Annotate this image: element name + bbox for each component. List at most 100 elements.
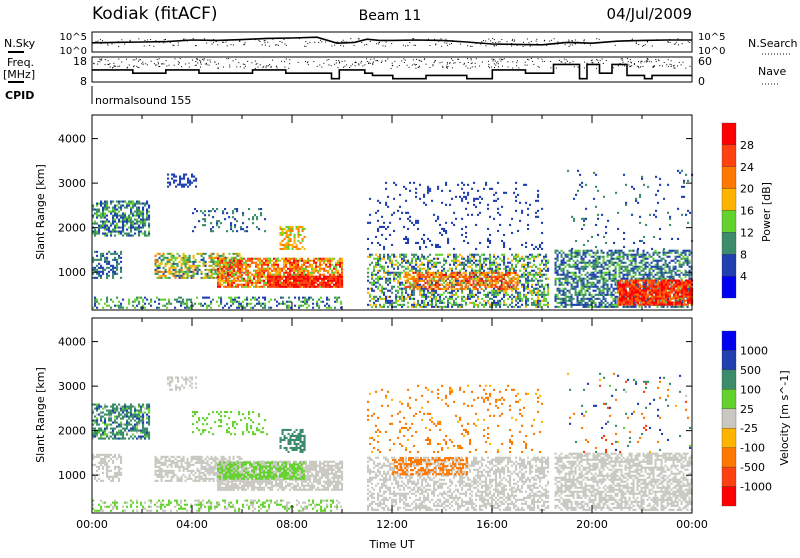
echo-cell <box>503 303 506 306</box>
echo-cell <box>479 255 482 258</box>
echo-cell <box>537 189 540 192</box>
echo-cell <box>533 247 536 250</box>
echo-cell <box>441 201 444 204</box>
echo-cell <box>216 208 219 211</box>
echo-cell <box>584 301 587 304</box>
echo-cell <box>239 271 242 274</box>
echo-cell <box>301 269 304 272</box>
echo-cell <box>303 263 306 266</box>
nsearch-dot <box>341 41 343 43</box>
echo-cell <box>179 179 182 182</box>
echo-cell <box>421 293 424 296</box>
echo-cell <box>309 277 312 280</box>
nave-dot <box>207 59 209 61</box>
echo-cell <box>249 275 252 278</box>
echo-cell <box>416 282 419 285</box>
echo-cell <box>283 237 286 240</box>
echo-cell <box>397 271 400 274</box>
echo-cell <box>594 257 597 260</box>
echo-cell <box>192 268 195 271</box>
echo-cell <box>449 253 452 256</box>
echo-cell <box>389 257 392 260</box>
nave-dot <box>564 62 566 64</box>
echo-cell <box>397 295 400 298</box>
echo-cell <box>586 297 589 300</box>
nave-dot <box>377 60 379 62</box>
echo-cell <box>229 281 232 284</box>
echo-cell <box>545 259 548 262</box>
echo-cell <box>397 267 400 270</box>
echo-cell <box>435 261 438 264</box>
echo-cell <box>566 253 569 256</box>
echo-cell <box>100 264 103 267</box>
echo-cell <box>485 293 488 296</box>
echo-cell <box>229 263 232 266</box>
nave-dot <box>497 66 499 68</box>
nsearch-dot <box>445 38 447 40</box>
nave-dot <box>526 64 528 66</box>
echo-cell <box>399 277 402 280</box>
echo-cell <box>189 183 192 186</box>
echo-cell <box>505 267 508 270</box>
echo-cell <box>106 232 109 235</box>
echo-cell <box>389 233 392 236</box>
echo-cell <box>556 269 559 272</box>
echo-cell <box>507 285 510 288</box>
echo-cell <box>473 269 476 272</box>
echo-cell <box>257 269 260 272</box>
echo-cell <box>114 304 117 307</box>
echo-cell <box>184 266 187 269</box>
echo-cell <box>327 281 330 284</box>
echo-cell <box>445 231 448 234</box>
echo-cell <box>574 285 577 288</box>
echo-cell <box>419 257 422 260</box>
nave-dot <box>112 67 114 69</box>
nave-dot <box>119 65 121 67</box>
echo-cell <box>295 279 298 282</box>
echo-cell <box>423 303 426 306</box>
echo-cell <box>176 252 179 255</box>
echo-cell <box>493 263 496 266</box>
echo-cell <box>564 253 567 256</box>
echo-cell <box>451 297 454 300</box>
echo-cell <box>501 297 504 300</box>
echo-cell <box>558 251 561 254</box>
echo-cell <box>265 267 268 270</box>
echo-cell <box>277 275 280 278</box>
echo-cell <box>232 274 235 277</box>
nsearch-dot <box>673 43 675 45</box>
echo-cell <box>476 271 479 274</box>
echo-cell <box>305 267 308 270</box>
echo-cell <box>202 296 205 299</box>
echo-cell <box>136 218 139 221</box>
echo-cell <box>172 272 175 275</box>
echo-cell <box>453 301 456 304</box>
nave-dot <box>463 62 465 64</box>
echo-cell <box>208 256 211 259</box>
nave-dot <box>150 60 152 62</box>
echo-cell <box>124 212 127 215</box>
echo-cell <box>98 232 101 235</box>
nsearch-dot <box>376 43 378 45</box>
nsearch-dot <box>485 40 487 42</box>
echo-cell <box>383 245 386 248</box>
echo-cell <box>502 284 505 287</box>
echo-cell <box>219 283 222 286</box>
echo-cell <box>568 303 571 306</box>
echo-cell <box>498 277 501 280</box>
echo-cell <box>188 266 191 269</box>
echo-cell <box>521 303 524 306</box>
echo-cell <box>437 261 440 264</box>
echo-cell <box>110 210 113 213</box>
echo-cell <box>560 249 563 252</box>
echo-cell <box>255 279 258 282</box>
echo-cell <box>275 279 278 282</box>
nave-dot <box>156 64 158 66</box>
echo-cell <box>508 271 511 274</box>
echo-cell <box>447 255 450 258</box>
echo-cell <box>255 285 258 288</box>
echo-cell <box>517 255 520 258</box>
echo-cell <box>409 189 412 192</box>
echo-cell <box>106 214 109 217</box>
echo-cell <box>497 303 500 306</box>
